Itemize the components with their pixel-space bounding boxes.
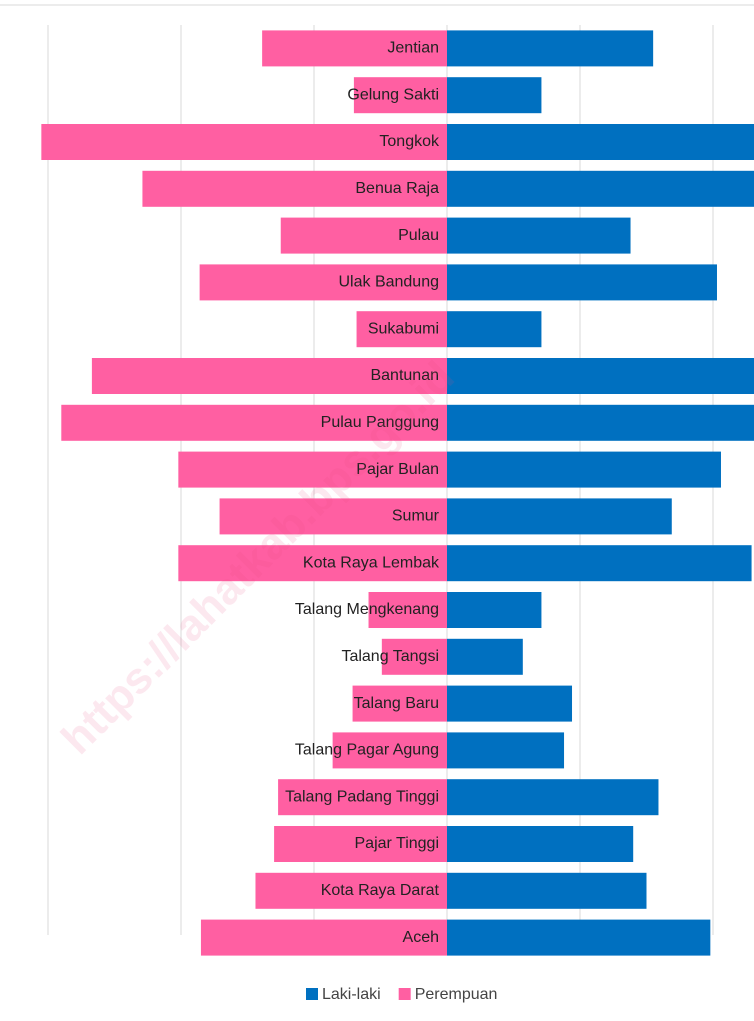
category-label: Talang Tangsi <box>341 648 439 665</box>
bar <box>255 872 447 909</box>
bar <box>447 358 754 394</box>
category-label: Sumur <box>392 508 440 525</box>
bar <box>447 30 654 67</box>
category-label: Bantunan <box>370 367 439 384</box>
category-label: Pajar Tinggi <box>355 835 440 852</box>
category-label: Talang Pagar Agung <box>295 742 439 759</box>
legend-label: Laki-laki <box>322 986 381 1003</box>
bar <box>278 779 447 816</box>
category-label: Talang Baru <box>354 695 439 712</box>
bar <box>381 638 447 675</box>
bar <box>447 545 752 582</box>
category-label: Aceh <box>403 929 439 946</box>
bar <box>447 124 754 160</box>
bar <box>332 732 447 769</box>
legend-swatch <box>306 988 318 1000</box>
bar <box>41 124 447 160</box>
bar <box>447 77 542 114</box>
bar <box>219 498 447 535</box>
category-label: Kota Raya Darat <box>321 882 440 899</box>
bar <box>447 404 754 441</box>
bar <box>61 404 448 441</box>
category-label: Kota Raya Lembak <box>303 554 440 571</box>
category-label: Jentian <box>387 40 439 57</box>
legend-swatch <box>398 988 411 1000</box>
bar <box>447 872 647 909</box>
category-label: Pulau Panggung <box>321 414 439 431</box>
category-label: Tongkok <box>379 133 440 150</box>
bar <box>200 919 447 956</box>
category-label: Benua Raja <box>355 180 439 197</box>
bar <box>352 685 447 722</box>
category-label: Ulak Bandung <box>338 274 439 291</box>
bar <box>447 217 631 254</box>
category-label: Gelung Sakti <box>347 86 439 103</box>
category-label: Pajar Bulan <box>356 461 439 478</box>
category-label: Pulau <box>398 227 439 244</box>
bar <box>91 358 447 394</box>
bar <box>447 451 721 488</box>
bar <box>178 451 447 488</box>
bar <box>447 826 634 862</box>
category-label: Talang Mengkenang <box>295 601 439 618</box>
category-label: Sukabumi <box>368 320 439 337</box>
bar <box>447 779 659 816</box>
bar <box>353 77 447 114</box>
bar <box>447 170 754 207</box>
bar <box>447 264 717 301</box>
bar <box>274 826 447 862</box>
bar <box>280 217 447 254</box>
category-label: Talang Padang Tinggi <box>285 788 439 805</box>
bar <box>199 264 447 301</box>
bar <box>447 685 573 722</box>
bar <box>447 592 542 628</box>
bar <box>447 732 565 769</box>
bar <box>262 30 447 67</box>
bar <box>447 638 523 675</box>
bar <box>368 592 447 628</box>
bar <box>142 170 447 207</box>
legend-label: Perempuan <box>415 986 498 1003</box>
bar <box>447 311 542 348</box>
bar <box>178 545 447 582</box>
bar <box>356 311 447 348</box>
bar <box>447 498 672 535</box>
bar <box>447 919 711 956</box>
